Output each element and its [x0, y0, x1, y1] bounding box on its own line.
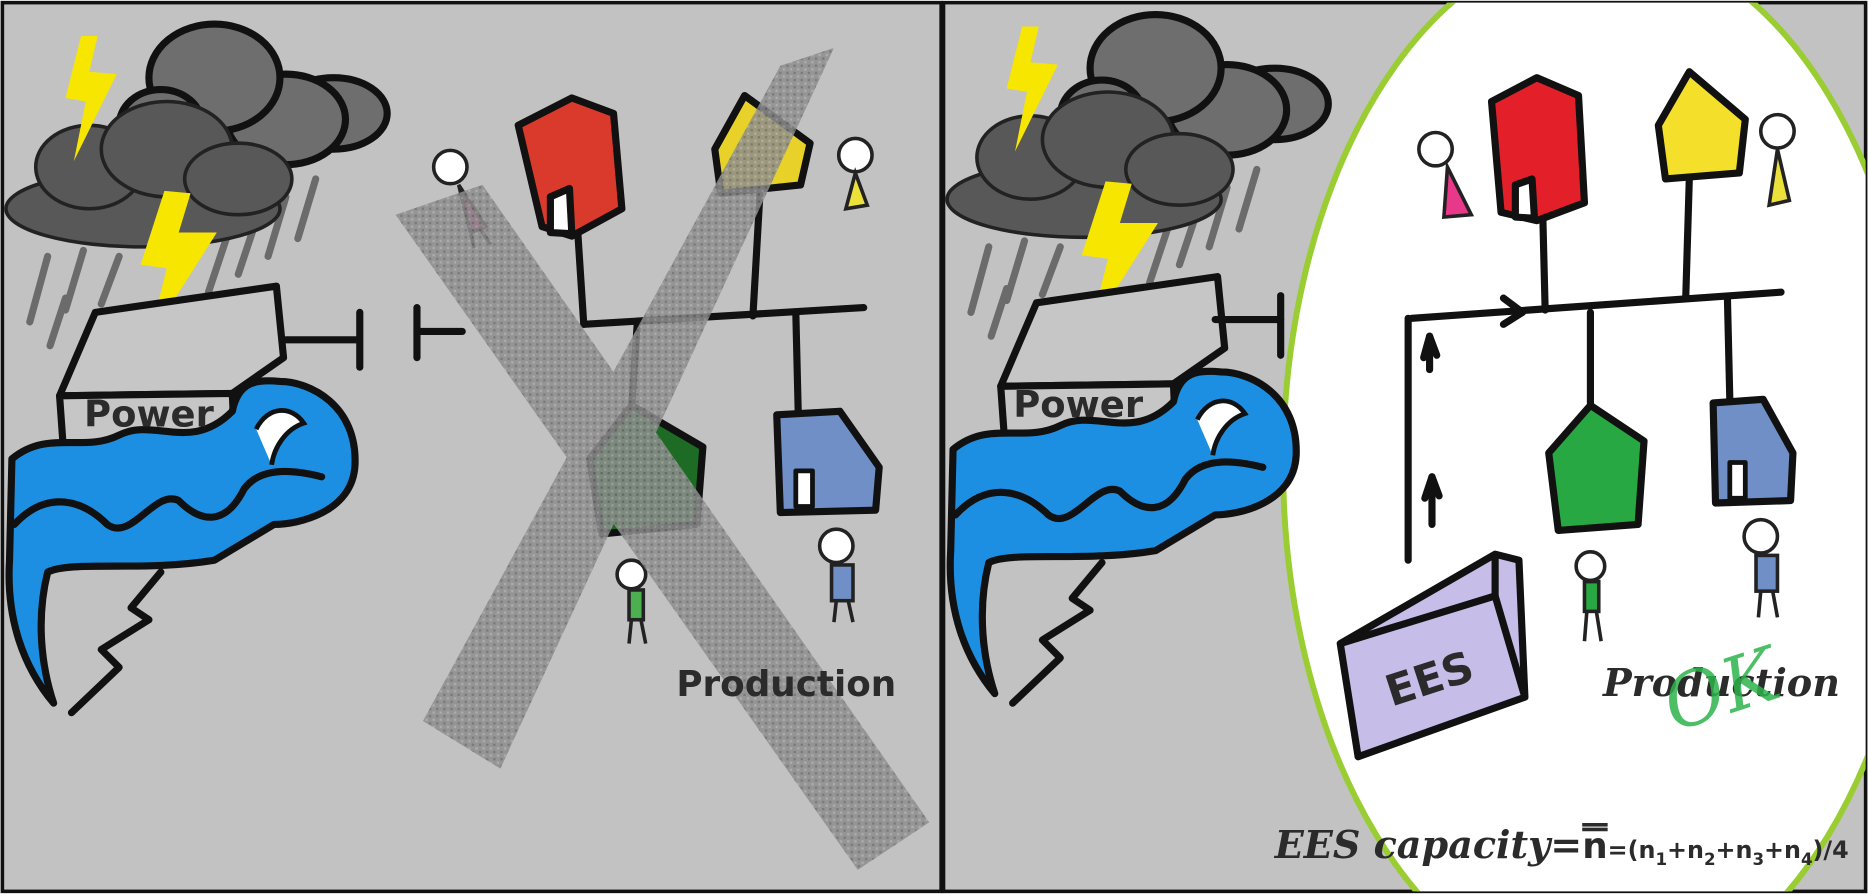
ees-box [1336, 550, 1529, 761]
subscript: 3 [1752, 850, 1764, 869]
formula-part: +n [1716, 836, 1753, 864]
production-label: Production [1602, 660, 1840, 705]
subscript: 2 [1704, 850, 1716, 869]
people [829, 563, 855, 603]
people [1742, 517, 1780, 555]
houses [1654, 68, 1749, 183]
houses [1511, 175, 1539, 222]
people [846, 600, 855, 623]
subscript: 4 [1801, 850, 1813, 869]
people [1417, 112, 1796, 642]
people [1582, 611, 1589, 642]
houses [1487, 68, 1797, 534]
formula-rhs: =(n1+n2+n3+n4)/4 [1608, 836, 1849, 869]
formula-lhs: EES capacity= [1274, 822, 1582, 867]
grid-lines [1404, 175, 1785, 564]
people [836, 136, 874, 174]
grid-lines [1682, 175, 1693, 302]
people [1756, 590, 1763, 618]
people [1770, 590, 1780, 618]
grid-lines [792, 308, 802, 415]
houses [1487, 74, 1589, 225]
ees-box [1336, 550, 1529, 761]
people [431, 148, 469, 186]
formula-part: +n [1764, 836, 1801, 864]
formula-part: +n [1667, 836, 1704, 864]
subscript: 1 [1655, 850, 1667, 869]
formula: EES capacity=n=(n1+n2+n3+n4)/4 [1274, 822, 1849, 869]
production-label: Production [676, 664, 896, 705]
people [1754, 553, 1780, 593]
people [1574, 550, 1607, 583]
grid-lines [1499, 294, 1527, 328]
people [1758, 112, 1796, 150]
people [832, 600, 839, 623]
grid-lines [1723, 294, 1734, 403]
formula-part: =(n [1608, 836, 1656, 864]
formula-symbol: n [1582, 826, 1607, 867]
link [1211, 292, 1285, 359]
grid-lines [580, 304, 868, 328]
houses [793, 468, 815, 509]
houses [1727, 460, 1748, 501]
power-label: Power [84, 393, 215, 436]
formula-part: )/4 [1813, 836, 1849, 864]
cross-out [422, 47, 834, 769]
houses [1545, 401, 1648, 534]
cross-out [395, 47, 930, 870]
grid-lines [1539, 211, 1549, 314]
people [1594, 611, 1603, 642]
grid-lines [1408, 288, 1785, 322]
people [639, 619, 648, 644]
broken-link [282, 304, 466, 371]
grid-lines [574, 228, 588, 328]
people [627, 619, 634, 644]
houses [514, 94, 626, 240]
people [615, 558, 648, 591]
houses [546, 184, 576, 238]
power-label: Power [1013, 383, 1144, 426]
people [1582, 579, 1601, 614]
cross-out [395, 184, 930, 870]
people [817, 527, 855, 565]
people [627, 588, 646, 622]
people [1441, 160, 1475, 220]
people [1766, 148, 1792, 208]
people [1417, 130, 1455, 168]
grid-lines [749, 187, 764, 320]
people [843, 167, 870, 211]
